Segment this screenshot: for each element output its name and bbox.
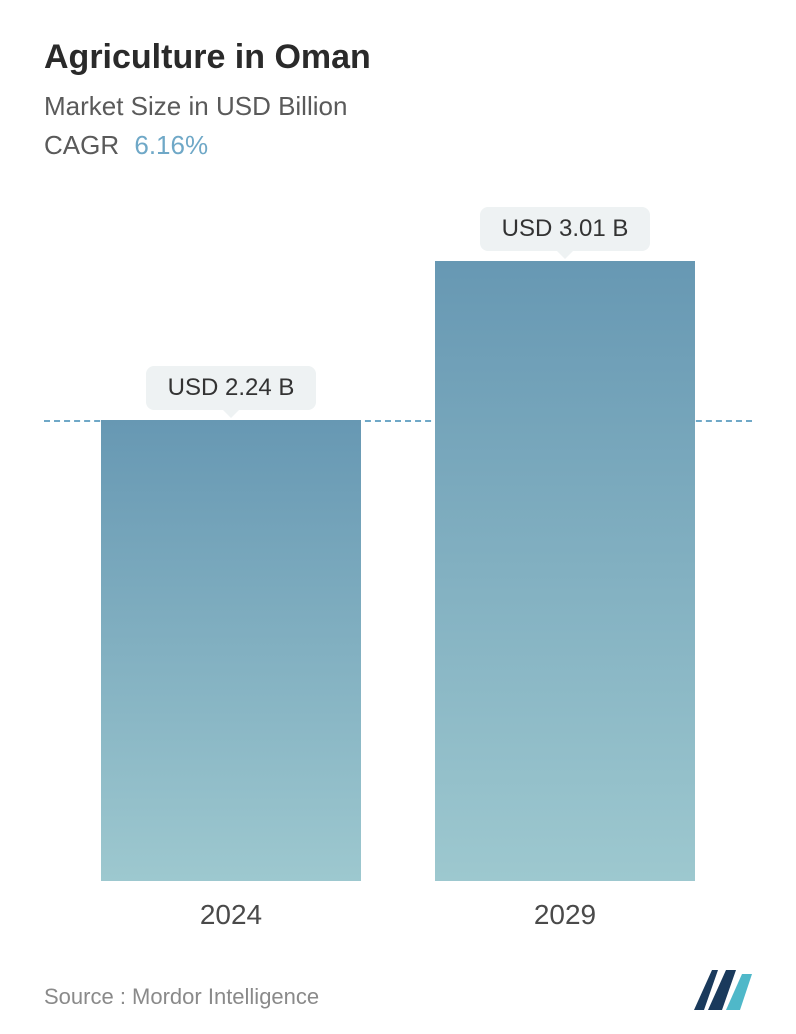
brand-logo-icon bbox=[694, 970, 752, 1010]
chart-footer: Source : Mordor Intelligence bbox=[44, 970, 752, 1010]
bar-group: USD 3.01 B bbox=[425, 261, 705, 881]
cagr-line: CAGR 6.16% bbox=[44, 130, 752, 161]
bars-container: USD 2.24 BUSD 3.01 B bbox=[44, 201, 752, 881]
chart-subtitle: Market Size in USD Billion bbox=[44, 91, 752, 122]
bar bbox=[435, 261, 695, 881]
cagr-value: 6.16% bbox=[134, 130, 208, 160]
chart-title: Agriculture in Oman bbox=[44, 38, 752, 77]
x-axis-label: 2029 bbox=[425, 899, 705, 931]
value-badge: USD 2.24 B bbox=[146, 366, 317, 410]
chart-area: USD 2.24 BUSD 3.01 B bbox=[44, 201, 752, 881]
cagr-label: CAGR bbox=[44, 130, 119, 160]
x-axis-label: 2024 bbox=[91, 899, 371, 931]
bar-group: USD 2.24 B bbox=[91, 420, 371, 881]
bar bbox=[101, 420, 361, 881]
source-text: Source : Mordor Intelligence bbox=[44, 984, 319, 1010]
x-axis-labels: 2024 2029 bbox=[44, 881, 752, 931]
value-badge: USD 3.01 B bbox=[480, 207, 651, 251]
